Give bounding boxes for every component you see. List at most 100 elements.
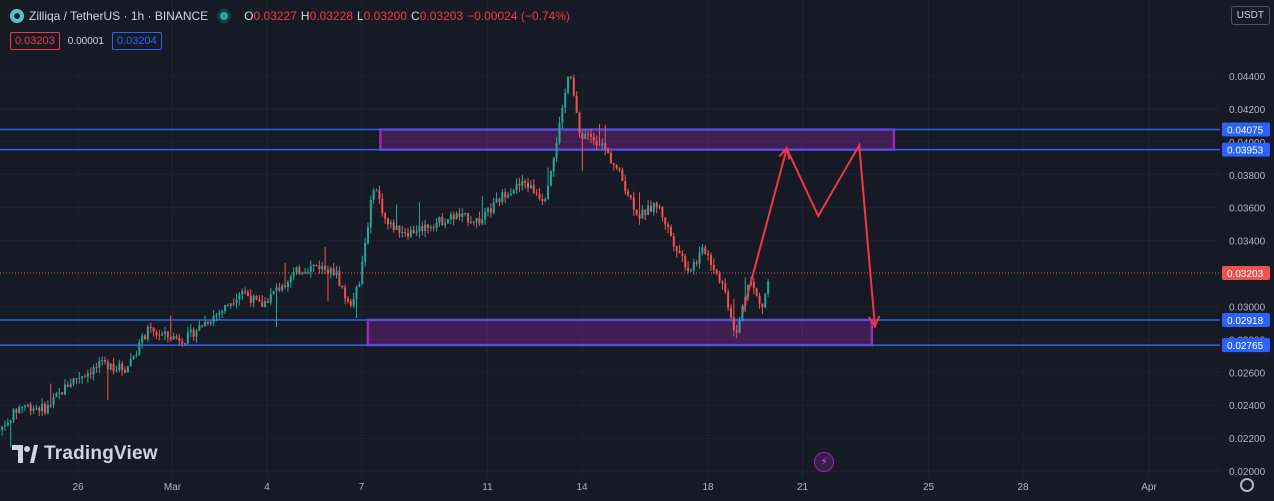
candle [498,198,501,203]
candle [647,205,650,215]
time-axis[interactable]: 26 Mar 4 7 11 14 18 21 25 28 Apr [0,478,1220,501]
candle [592,136,595,141]
candle [489,208,492,213]
candle [261,301,264,307]
candle [152,327,155,332]
time-tick-label: 14 [576,482,588,493]
candle [544,199,547,202]
candle [641,209,644,219]
time-tick-label: 21 [797,482,809,493]
currency-button[interactable]: USDT [1230,6,1270,25]
candle [758,295,761,304]
price-axis[interactable]: 0.044000.042000.040000.038000.036000.034… [1220,0,1274,501]
candle [18,407,21,413]
candle [12,409,15,421]
candle [372,190,375,200]
candle [689,270,692,272]
candle [715,269,718,274]
candle [421,226,424,232]
candle [435,222,438,229]
candle [364,243,367,262]
candle [52,396,55,406]
candle [741,306,744,321]
candle [69,383,72,387]
candle [424,224,427,232]
candle [564,93,567,108]
candle [15,409,18,413]
candles-layer [0,74,770,448]
candle [615,165,618,169]
candle [458,213,461,217]
price-label-text: 0.03953 [1227,146,1264,157]
candle [464,212,467,214]
candle [135,354,138,356]
candle [38,407,41,412]
low-value: 0.03200 [363,9,408,23]
candle [629,195,632,198]
candle [472,221,475,223]
sell-button[interactable]: 0.03203 [10,32,60,50]
candle [346,298,349,302]
candle [587,133,590,135]
candle [169,336,172,340]
candle [98,361,101,368]
zilliqa-logo-icon [10,9,24,23]
candle [286,282,289,287]
candle [447,219,450,224]
candle [312,264,315,267]
market-status-icon[interactable] [220,12,229,20]
candle [101,359,104,362]
resistance-zone [379,128,896,151]
candle [224,305,227,312]
candle [704,247,707,254]
candle [269,293,272,303]
candle [195,330,198,337]
candle [684,256,687,268]
candle [124,369,127,373]
candle [549,171,552,186]
time-tick-label: Mar [164,482,182,493]
candle [675,246,678,251]
time-tick-label: 18 [702,482,714,493]
candle [349,301,352,306]
candle [406,233,409,237]
candle [226,305,229,307]
candle [246,292,249,296]
candle [204,321,207,327]
price-label-text: 0.03203 [1227,269,1264,280]
candle [415,231,418,233]
price-tick-label: 0.03000 [1229,302,1266,313]
time-tick-label: Apr [1141,482,1157,493]
candle [61,392,64,395]
tradingview-logo[interactable]: TradingView [12,443,158,465]
price-label-text: 0.02918 [1227,316,1264,327]
candle [84,376,86,378]
candle [321,265,324,270]
settings-icon[interactable] [1240,478,1254,492]
candle [338,271,341,286]
symbol-title[interactable]: Zilliqa / TetherUS · 1h · BINANCE [29,9,209,23]
support-zone [366,318,874,347]
candle [221,311,224,313]
candle [306,271,309,273]
candle [732,317,735,331]
candle [252,295,255,303]
candle [86,373,89,377]
candle [727,291,730,308]
candle [384,213,387,219]
candle [755,288,758,296]
candle [478,218,481,224]
candle [618,168,621,171]
candle [658,206,661,208]
candle [569,76,572,78]
candle [138,342,141,355]
price-label-box [1222,122,1270,137]
candle [409,229,412,237]
candle [255,295,258,300]
candle [627,191,630,196]
flash-icon[interactable]: ⚡ [814,452,834,472]
candle [281,285,284,291]
candle [595,140,598,146]
buy-button[interactable]: 0.03204 [111,32,162,50]
